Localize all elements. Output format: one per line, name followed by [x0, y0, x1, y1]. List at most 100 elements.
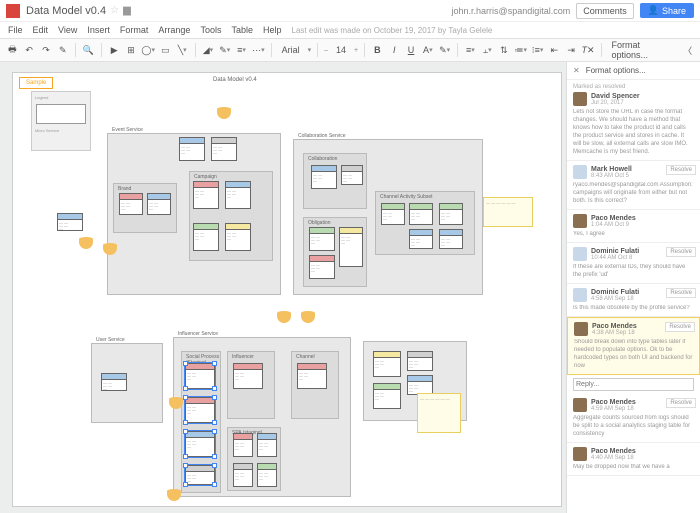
entity-box[interactable]: — —— ——: [257, 463, 277, 487]
entity-box[interactable]: — —— ——: [185, 397, 215, 423]
comment-card[interactable]: Paco Mendes4:59 AM Sep 18Aggregate count…: [567, 394, 700, 443]
size-down-icon[interactable]: –: [324, 47, 328, 54]
bold-icon[interactable]: B: [371, 43, 384, 57]
entity-box[interactable]: — —— ——: [341, 165, 363, 185]
entity-box[interactable]: — —— ——: [233, 433, 253, 457]
app-logo[interactable]: [6, 4, 20, 18]
print-icon[interactable]: 🖶: [6, 43, 19, 57]
menu-edit[interactable]: Edit: [33, 25, 49, 35]
font-size[interactable]: 14: [332, 45, 350, 55]
menu-help[interactable]: Help: [263, 25, 282, 35]
entity-box[interactable]: — —— ——: [311, 165, 337, 189]
image-icon[interactable]: ▭: [159, 43, 172, 57]
database-icon[interactable]: [167, 489, 181, 503]
redo-icon[interactable]: ↷: [40, 43, 53, 57]
entity-box[interactable]: — —— ——: [309, 255, 335, 279]
menu-view[interactable]: View: [58, 25, 77, 35]
share-button[interactable]: 👤Share: [640, 3, 694, 18]
dash-icon[interactable]: ⋯▾: [252, 43, 265, 57]
format-options[interactable]: Format options...: [607, 40, 677, 60]
stroke-icon[interactable]: ✎▾: [218, 43, 231, 57]
comment-card[interactable]: Paco Mendes4:38 AM Sep 18Should break do…: [567, 317, 700, 375]
menu-tools[interactable]: Tools: [200, 25, 221, 35]
legend-box[interactable]: Legend Micro Service: [31, 91, 91, 151]
comment-card[interactable]: Paco Mendes4:40 AM Sep 18May be dropped …: [567, 443, 700, 476]
select-icon[interactable]: ▶: [108, 43, 121, 57]
font-select[interactable]: Arial: [278, 45, 304, 55]
bullet-icon[interactable]: ⁝≡▾: [531, 43, 544, 57]
entity-box[interactable]: — —— ——: [225, 181, 251, 209]
line-icon[interactable]: ╲▾: [176, 43, 189, 57]
list-icon[interactable]: ≔▾: [514, 43, 527, 57]
entity-box[interactable]: — —— ——: [193, 181, 219, 209]
entity-box[interactable]: — —— ——: [339, 227, 363, 267]
comment-card[interactable]: Dominic Fulati4:58 AM Sep 18Is this made…: [567, 284, 700, 317]
entity-box[interactable]: — —— ——: [185, 465, 215, 485]
resolve-button[interactable]: Resolve: [666, 288, 696, 298]
entity-box[interactable]: — —— ——: [225, 223, 251, 251]
database-icon[interactable]: [79, 237, 93, 251]
entity-box[interactable]: — —— ——: [119, 193, 143, 215]
entity-box[interactable]: — —— ——: [373, 351, 401, 377]
entity-box[interactable]: — —— ——: [193, 223, 219, 251]
comments-button[interactable]: Comments: [576, 3, 634, 19]
spacing-icon[interactable]: ⇅: [498, 43, 511, 57]
comment-card[interactable]: Mark Howell8:43 AM Oct 5ryaco.mendes@spa…: [567, 161, 700, 210]
menu-insert[interactable]: Insert: [87, 25, 110, 35]
paint-icon[interactable]: ✎: [56, 43, 69, 57]
comment-card[interactable]: Dominic Fulati10:44 AM Oct 8If these are…: [567, 243, 700, 284]
resolve-button[interactable]: Resolve: [665, 322, 695, 332]
entity-box[interactable]: — —— ——: [233, 463, 253, 487]
database-icon[interactable]: [277, 311, 291, 325]
entity-box[interactable]: — —— ——: [381, 203, 405, 225]
reply-input[interactable]: [573, 378, 694, 391]
entity-box[interactable]: — —— ——: [101, 373, 127, 391]
entity-box[interactable]: — —— ——: [185, 431, 215, 457]
sticky-note[interactable]: — — — — — —: [417, 393, 461, 433]
indent-in-icon[interactable]: ⇥: [565, 43, 578, 57]
entity-box[interactable]: — —— ——: [407, 375, 433, 395]
entity-box[interactable]: — —— ——: [309, 227, 335, 251]
menu-table[interactable]: Table: [231, 25, 253, 35]
menu-format[interactable]: Format: [120, 25, 149, 35]
entity-box[interactable]: — —— ——: [407, 351, 433, 371]
valign-icon[interactable]: ⫠▾: [481, 43, 494, 57]
comment-card[interactable]: Marked as resolvedDavid SpencerJul 20, 2…: [567, 80, 700, 161]
entity-box[interactable]: — —— ——: [409, 203, 433, 225]
canvas[interactable]: Sample Data Model v0.4 Legend Micro Serv…: [0, 62, 566, 513]
database-icon[interactable]: [301, 311, 315, 325]
underline-icon[interactable]: U: [405, 43, 418, 57]
menu-arrange[interactable]: Arrange: [158, 25, 190, 35]
color-icon[interactable]: A▾: [421, 43, 434, 57]
entity-box[interactable]: — —— ——: [297, 363, 327, 389]
database-icon[interactable]: [103, 243, 117, 257]
clear-icon[interactable]: T✕: [582, 43, 595, 57]
text-icon[interactable]: ⊞: [125, 43, 138, 57]
weight-icon[interactable]: ≡▾: [235, 43, 248, 57]
resolve-button[interactable]: Resolve: [666, 247, 696, 257]
entity-box[interactable]: — —— ——: [257, 433, 277, 457]
resolve-button[interactable]: Resolve: [666, 165, 696, 175]
database-icon[interactable]: [169, 397, 183, 411]
sidebar-header[interactable]: Format options...: [567, 62, 700, 80]
entity-box[interactable]: — —— ——: [57, 213, 83, 231]
entity-box[interactable]: — —— ——: [147, 193, 171, 215]
folder-icon[interactable]: ▆: [123, 5, 131, 16]
align-icon[interactable]: ≡▾: [464, 43, 477, 57]
database-icon[interactable]: [217, 107, 231, 121]
undo-icon[interactable]: ↶: [23, 43, 36, 57]
indent-out-icon[interactable]: ⇤: [548, 43, 561, 57]
entity-box[interactable]: — —— ——: [439, 203, 463, 225]
entity-box[interactable]: — —— ——: [409, 229, 433, 249]
shape-icon[interactable]: ◯▾: [141, 43, 155, 57]
entity-box[interactable]: — —— ——: [233, 363, 263, 389]
entity-box[interactable]: — —— ——: [185, 363, 215, 389]
zoom-icon[interactable]: 🔍: [82, 43, 95, 57]
sticky-note[interactable]: — — — — — —: [483, 197, 533, 227]
fill-icon[interactable]: ◢▾: [202, 43, 215, 57]
star-icon[interactable]: ☆: [110, 5, 119, 16]
entity-box[interactable]: — —— ——: [211, 137, 237, 161]
comment-card[interactable]: Paco Mendes1:04 AM Oct 9Yes, I agree: [567, 210, 700, 243]
doc-title[interactable]: Data Model v0.4: [26, 5, 106, 17]
entity-box[interactable]: — —— ——: [439, 229, 463, 249]
